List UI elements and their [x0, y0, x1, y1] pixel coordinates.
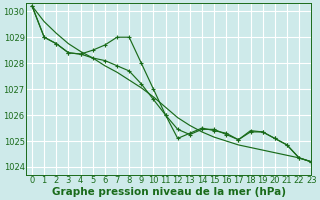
X-axis label: Graphe pression niveau de la mer (hPa): Graphe pression niveau de la mer (hPa): [52, 187, 286, 197]
